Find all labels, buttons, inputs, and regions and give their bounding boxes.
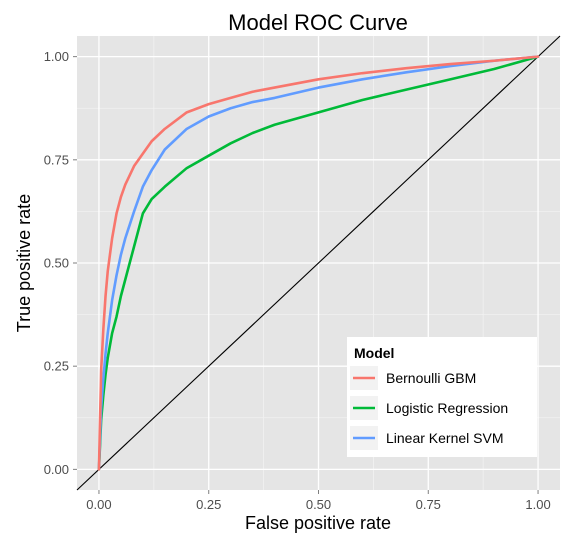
legend-title: Model [354, 345, 394, 361]
y-axis: 0.00 0.25 0.50 0.75 1.00 [44, 49, 77, 477]
x-tick-label: 1.00 [525, 497, 550, 512]
y-tick-label: 0.75 [44, 152, 69, 167]
x-axis: 0.00 0.25 0.50 0.75 1.00 [86, 490, 551, 512]
series-line-logistic-regression [97, 55, 540, 471]
x-axis-title: False positive rate [245, 513, 391, 533]
series-line-linear-kernel-svm [97, 55, 540, 471]
legend-label: Bernoulli GBM [386, 370, 476, 386]
legend-label: Linear Kernel SVM [386, 430, 504, 446]
x-tick-label: 0.75 [416, 497, 441, 512]
y-tick-label: 0.00 [44, 462, 69, 477]
y-axis-title: True positive rate [14, 194, 34, 332]
x-tick-label: 0.50 [306, 497, 331, 512]
legend: Model Bernoulli GBM Logistic Regression Li… [347, 337, 537, 457]
x-tick-label: 0.25 [196, 497, 221, 512]
y-tick-label: 0.25 [44, 359, 69, 374]
legend-label: Logistic Regression [386, 400, 508, 416]
legend-box [347, 337, 537, 457]
chart-title: Model ROC Curve [228, 10, 408, 35]
y-tick-label: 1.00 [44, 49, 69, 64]
series-layer [97, 55, 540, 471]
y-tick-label: 0.50 [44, 256, 69, 271]
reference-line-layer [76, 35, 561, 491]
x-tick-label: 0.00 [86, 497, 111, 512]
series-line-bernoulli-gbm [97, 55, 540, 471]
diagonal-reference-line [76, 35, 561, 491]
